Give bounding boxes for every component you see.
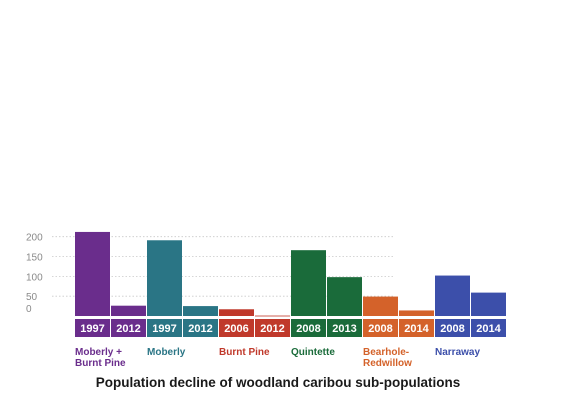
bar-5-0 [435, 275, 470, 316]
bar-1-1 [183, 306, 218, 316]
year-chip-4-1 [399, 319, 434, 337]
year-chip-0-0 [75, 319, 110, 337]
bar-3-0 [291, 250, 326, 316]
year-label-2-1: 2012 [260, 323, 284, 335]
bars [75, 231, 506, 317]
year-labels: 1997 2012 1997 2012 2006 2012 2008 2013 2008 2014… [75, 319, 506, 337]
year-label-2-0: 2006 [224, 323, 248, 335]
year-label-5-0: 2008 [440, 323, 464, 335]
y-tick-label-200: 200 [26, 233, 43, 244]
year-chip-3-1 [327, 319, 362, 337]
year-label-3-1: 2013 [332, 323, 356, 335]
y-tick-label-100: 100 [26, 272, 43, 283]
year-label-1-0: 1997 [152, 323, 176, 335]
bar-5-1 [471, 292, 506, 316]
group-label-3-0: Quintette [291, 347, 335, 358]
group-label-0-0: Moberly + [75, 347, 122, 358]
year-label-0-1: 2012 [116, 323, 140, 335]
year-label-3-0: 2008 [296, 323, 320, 335]
bar-0-1 [111, 305, 146, 316]
bar-0-0 [75, 231, 110, 316]
year-chip-2-0 [219, 319, 254, 337]
bar-1-0 [147, 240, 182, 316]
year-label-0-0: 1997 [80, 323, 104, 335]
group-label-4-1: Redwillow [363, 358, 412, 369]
y-tick-label-50: 50 [26, 292, 38, 303]
chart-title: Population decline of woodland caribou s… [96, 375, 461, 390]
group-label-2-0: Burnt Pine [219, 347, 270, 358]
year-label-4-1: 2014 [404, 323, 429, 335]
bar-4-1 [399, 310, 434, 316]
group-label-1-0: Moberly [147, 347, 186, 358]
y-tick-label-0: 0 [26, 304, 32, 315]
group-label-4-0: Bearhole- [363, 347, 409, 358]
y-axis-ticks: 050 100 150 200 [26, 233, 43, 315]
year-label-5-1: 2014 [476, 323, 501, 335]
year-chip-2-1 [255, 319, 290, 337]
year-chip-5-1 [471, 319, 506, 337]
year-chip-1-0 [147, 319, 182, 337]
group-label-5-0: Narraway [435, 347, 480, 358]
year-label-4-0: 2008 [368, 323, 392, 335]
bar-4-0 [363, 296, 398, 316]
year-label-1-1: 2012 [188, 323, 212, 335]
year-chip-4-0 [363, 319, 398, 337]
bar-2-0 [219, 309, 254, 316]
year-chip-5-0 [435, 319, 470, 337]
year-chip-0-1 [111, 319, 146, 337]
year-chip-3-0 [291, 319, 326, 337]
year-chip-1-1 [183, 319, 218, 337]
bar-3-1 [327, 277, 362, 316]
group-label-0-1: Burnt Pine [75, 358, 126, 369]
y-tick-label-150: 150 [26, 253, 43, 264]
bar-2-1 [255, 315, 290, 317]
